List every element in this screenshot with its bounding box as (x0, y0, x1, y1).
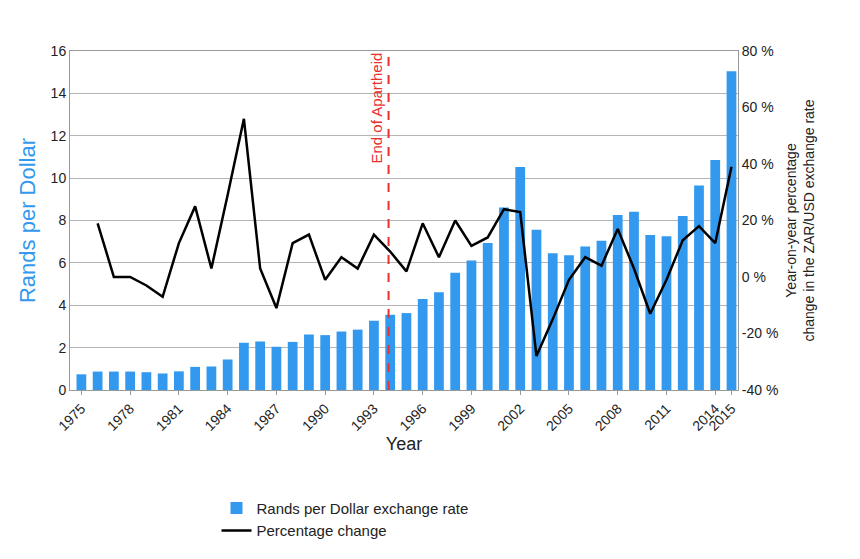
svg-text:1999: 1999 (445, 400, 478, 433)
svg-text:2014: 2014 (689, 400, 722, 433)
svg-text:1990: 1990 (299, 400, 332, 433)
svg-text:End of Apartheid: End of Apartheid (368, 53, 385, 164)
svg-text:4: 4 (58, 297, 66, 313)
svg-text:Rands per Dollar exchange rate: Rands per Dollar exchange rate (257, 500, 469, 517)
svg-text:14: 14 (51, 85, 67, 101)
svg-text:20 %: 20 % (742, 212, 774, 228)
svg-text:6: 6 (58, 255, 66, 271)
svg-text:2: 2 (58, 340, 66, 356)
svg-text:80 %: 80 % (742, 43, 774, 59)
svg-text:8: 8 (58, 212, 66, 228)
svg-text:2002: 2002 (494, 400, 527, 433)
svg-text:1984: 1984 (201, 400, 234, 433)
svg-text:1987: 1987 (250, 400, 283, 433)
svg-text:1975: 1975 (55, 400, 88, 433)
svg-text:1981: 1981 (153, 400, 186, 433)
svg-text:2008: 2008 (591, 400, 624, 433)
svg-text:1996: 1996 (396, 400, 429, 433)
svg-text:2015: 2015 (705, 400, 738, 433)
svg-text:Year: Year (386, 434, 422, 454)
svg-text:16: 16 (51, 43, 67, 59)
svg-text:1993: 1993 (348, 400, 381, 433)
svg-text:-40 %: -40 % (742, 382, 779, 398)
svg-text:0 %: 0 % (742, 269, 766, 285)
svg-text:40 %: 40 % (742, 156, 774, 172)
svg-text:Year-on-year percentagechange: Year-on-year percentagechange in the ZAR… (783, 99, 817, 341)
svg-text:-20 %: -20 % (742, 325, 779, 341)
svg-text:0: 0 (58, 382, 66, 398)
svg-text:Rands per Dollar: Rands per Dollar (15, 138, 40, 303)
svg-text:10: 10 (51, 170, 67, 186)
svg-text:60 %: 60 % (742, 99, 774, 115)
svg-text:2005: 2005 (543, 400, 576, 433)
svg-text:2011: 2011 (641, 400, 674, 433)
svg-text:Percentage change: Percentage change (257, 522, 387, 539)
svg-text:12: 12 (51, 128, 67, 144)
svg-text:1978: 1978 (104, 400, 137, 433)
